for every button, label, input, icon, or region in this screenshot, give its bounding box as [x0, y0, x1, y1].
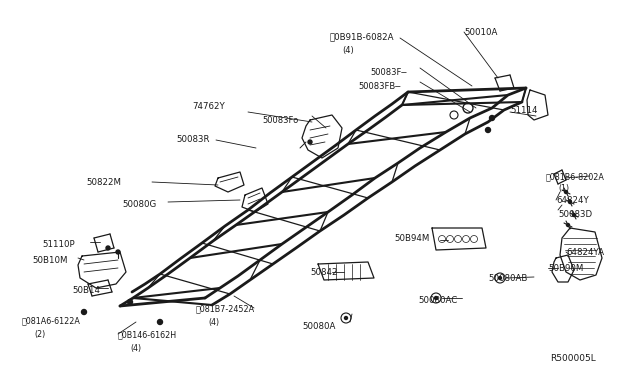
Text: Ⓑ0B146-6162H: Ⓑ0B146-6162H	[118, 330, 177, 339]
Text: 50083F─: 50083F─	[370, 68, 406, 77]
Text: 50B90M: 50B90M	[548, 264, 584, 273]
Text: 64824Y: 64824Y	[556, 196, 589, 205]
Text: (4): (4)	[342, 46, 354, 55]
Circle shape	[564, 190, 568, 193]
Text: 50842: 50842	[310, 268, 337, 277]
Circle shape	[157, 320, 163, 324]
Text: 50083Fo: 50083Fo	[262, 116, 298, 125]
Circle shape	[435, 296, 438, 299]
Circle shape	[308, 140, 312, 144]
Text: (1): (1)	[558, 184, 569, 193]
Text: 50B14: 50B14	[72, 286, 100, 295]
Text: Ⓑ081B6-8202A: Ⓑ081B6-8202A	[546, 172, 605, 181]
Text: 51110P: 51110P	[42, 240, 75, 249]
Circle shape	[344, 317, 348, 320]
Text: 50B10M: 50B10M	[32, 256, 67, 265]
Text: 64824YA: 64824YA	[566, 248, 604, 257]
Text: 50080AB: 50080AB	[488, 274, 527, 283]
Circle shape	[568, 201, 572, 203]
Text: 50080G: 50080G	[122, 200, 156, 209]
Text: 74762Y: 74762Y	[192, 102, 225, 111]
Text: 50083FB─: 50083FB─	[358, 82, 400, 91]
Circle shape	[573, 214, 575, 217]
Circle shape	[566, 224, 570, 227]
Circle shape	[116, 250, 120, 254]
Text: 50083D: 50083D	[558, 210, 592, 219]
Text: 50083R: 50083R	[176, 135, 209, 144]
Circle shape	[499, 276, 502, 279]
Circle shape	[127, 299, 132, 305]
Circle shape	[490, 115, 495, 121]
Circle shape	[486, 128, 490, 132]
Text: (2): (2)	[34, 330, 45, 339]
Text: 50822M: 50822M	[86, 178, 121, 187]
Text: ⓝ0B91B-6082A: ⓝ0B91B-6082A	[330, 32, 394, 41]
Text: (4): (4)	[130, 344, 141, 353]
Text: 50B94M: 50B94M	[394, 234, 429, 243]
Text: R500005L: R500005L	[550, 354, 596, 363]
Circle shape	[106, 246, 110, 250]
Text: 50080A: 50080A	[302, 322, 335, 331]
Text: 50080AC: 50080AC	[418, 296, 457, 305]
Text: Ⓑ081A6-6122A: Ⓑ081A6-6122A	[22, 316, 81, 325]
Circle shape	[81, 310, 86, 314]
Text: 51114: 51114	[510, 106, 538, 115]
Text: Ⓑ081B7-2452A: Ⓑ081B7-2452A	[196, 304, 255, 313]
Text: (4): (4)	[208, 318, 219, 327]
Text: 50010A: 50010A	[464, 28, 497, 37]
